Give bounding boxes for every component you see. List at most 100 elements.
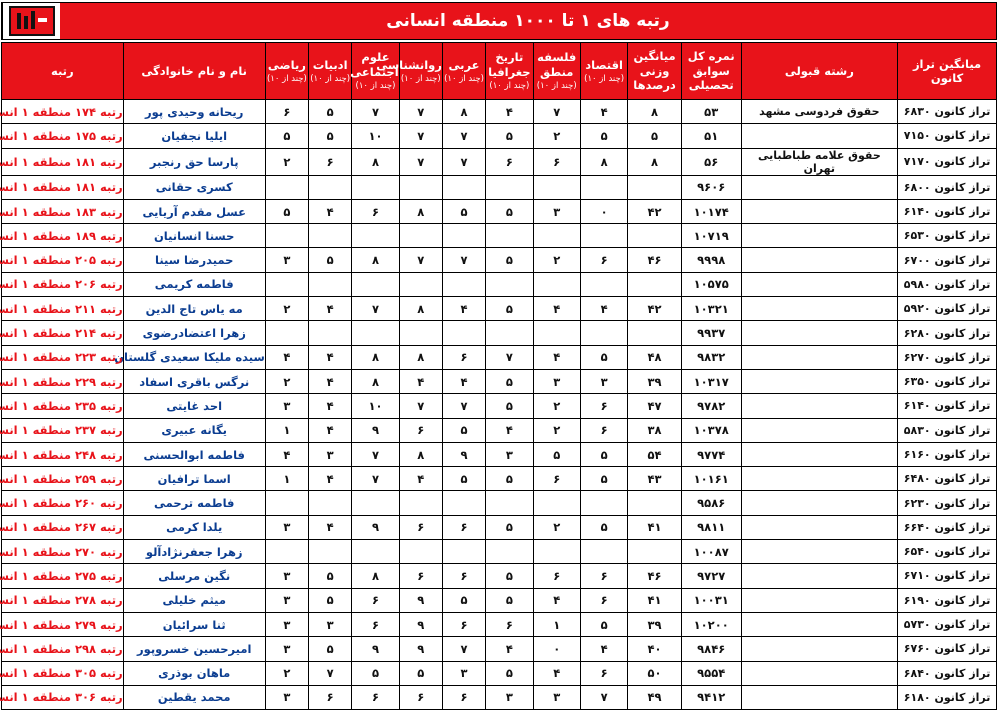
col-header-rank: رتبه	[2, 42, 125, 100]
cell-oloom-ejtemaei: ۹	[352, 514, 401, 541]
table-row: تراز کانون ۶۸۳۰ حقوق فردوسی مشهد ۵۳ ۸ ۴ ۷ ۴ ۸ ۷ ۷…	[0, 98, 998, 125]
cell-arabi	[442, 320, 488, 346]
cell-avg-weight: ۴۱	[628, 514, 683, 541]
cell-tarikh: ۵	[486, 247, 535, 273]
cell-taraz: تراز کانون ۶۵۴۰	[898, 539, 998, 565]
cell-rank: رتبه ۲۷۰ منطقه ۱ انسانی	[0, 539, 125, 565]
cell-arabi: ۴	[442, 368, 488, 395]
cell-eghtesad: ۷	[580, 684, 630, 710]
col-header-adabiat: ادبیات (چند از ۱۰)	[309, 42, 354, 100]
cell-taraz: تراز کانون ۶۱۴۰	[898, 198, 998, 225]
cell-ravanshenasi: ۴	[399, 466, 444, 492]
cell-taraz: تراز کانون ۶۱۴۰	[898, 393, 998, 419]
cell-falsafe: ۴	[533, 296, 582, 322]
cell-total: ۹۷۲۷	[681, 563, 743, 589]
cell-oloom-ejtemaei: ۷	[352, 98, 401, 125]
cell-name: پارسا حق رنجبر	[123, 147, 267, 176]
cell-rank: رتبه ۲۳۵ منطقه ۱ انسانی	[0, 393, 125, 419]
cell-tarikh: ۶	[486, 147, 535, 176]
cell-field	[741, 539, 900, 565]
cell-field	[741, 247, 900, 273]
cell-total: ۱۰۱۶۱	[681, 466, 743, 492]
cell-total: ۱۰۳۷۸	[681, 417, 743, 443]
cell-eghtesad: ۴	[580, 98, 630, 125]
table-row: تراز کانون ۶۷۱۰ ۹۷۲۷ ۴۶ ۶ ۶ ۵ ۶ ۶ ۸ ۵ ۳ نگین مرسلی ر…	[0, 563, 998, 589]
results-table: میانگین تراز کانون رشته قبولی نمره کل سو…	[0, 42, 998, 710]
cell-name: حمیدرضا سینا	[123, 247, 267, 273]
cell-field	[741, 514, 900, 541]
cell-arabi: ۷	[442, 247, 488, 273]
cell-oloom-ejtemaei: ۶	[352, 611, 401, 638]
cell-eghtesad	[580, 271, 630, 298]
cell-adabiat: ۴	[309, 198, 354, 225]
cell-adabiat	[309, 174, 354, 200]
logo-cell	[3, 3, 61, 39]
cell-name: اسما ترافیان	[123, 466, 267, 492]
cell-riazi: ۵	[265, 123, 311, 149]
cell-taraz: تراز کانون ۵۷۳۰	[898, 611, 998, 638]
cell-field	[741, 441, 900, 468]
cell-oloom-ejtemaei: ۸	[352, 247, 401, 273]
table-row: تراز کانون ۶۲۸۰ ۹۹۳۷ زهرا اعتضادرضوی رتبه ۲…	[0, 320, 998, 346]
cell-name: کسری حقانی	[123, 174, 267, 200]
cell-oloom-ejtemaei: ۱۰	[352, 123, 401, 149]
col-header-total: نمره کل سوابق تحصیلی	[681, 42, 743, 100]
cell-field	[741, 320, 900, 346]
cell-rank: رتبه ۱۷۵ منطقه ۱ انسانی	[0, 123, 125, 149]
cell-taraz: تراز کانون ۶۲۸۰	[898, 320, 998, 346]
cell-rank: رتبه ۱۷۴ منطقه ۱ انسانی	[0, 98, 125, 125]
cell-name: فاطمه ترحمی	[123, 490, 267, 516]
cell-field	[741, 611, 900, 638]
cell-eghtesad: ۵	[580, 344, 630, 370]
cell-ravanshenasi: ۸	[399, 296, 444, 322]
cell-falsafe	[533, 320, 582, 346]
cell-riazi	[265, 490, 311, 516]
cell-falsafe: ۲	[533, 393, 582, 419]
cell-avg-weight: ۴۷	[628, 393, 683, 419]
cell-tarikh: ۵	[486, 198, 535, 225]
cell-rank: رتبه ۱۸۱ منطقه ۱ انسانی	[0, 147, 125, 176]
cell-avg-weight: ۴۹	[628, 684, 683, 710]
cell-falsafe	[533, 223, 582, 249]
cell-oloom-ejtemaei: ۸	[352, 563, 401, 589]
cell-arabi	[442, 174, 488, 200]
cell-field	[741, 417, 900, 443]
cell-ravanshenasi	[399, 490, 444, 516]
table-header-row: میانگین تراز کانون رشته قبولی نمره کل سو…	[2, 42, 998, 100]
cell-name: فاطمه کریمی	[123, 271, 267, 298]
col-header-arabi: عربی (چند از ۱۰)	[442, 42, 488, 100]
cell-field: حقوق علامه طباطبایی تهران	[741, 147, 900, 176]
cell-adabiat: ۴	[309, 368, 354, 395]
cell-avg-weight: ۴۶	[628, 247, 683, 273]
cell-ravanshenasi: ۷	[399, 393, 444, 419]
table-row: تراز کانون ۶۱۶۰ ۹۷۷۴ ۵۴ ۵ ۵ ۳ ۹ ۸ ۷ ۳ ۴ فاطمه ابوال…	[0, 441, 998, 468]
cell-rank: رتبه ۲۷۵ منطقه ۱ انسانی	[0, 563, 125, 589]
cell-ravanshenasi: ۹	[399, 611, 444, 638]
cell-eghtesad	[580, 539, 630, 565]
cell-field	[741, 684, 900, 710]
cell-rank: رتبه ۲۷۹ منطقه ۱ انسانی	[0, 611, 125, 638]
cell-total: ۵۶	[681, 147, 743, 176]
cell-riazi: ۲	[265, 660, 311, 686]
cell-avg-weight: ۳۹	[628, 368, 683, 395]
col-header-tarikh: تاریخ جغرافیا (چند از ۱۰)	[486, 42, 535, 100]
cell-total: ۹۶۰۶	[681, 174, 743, 200]
cell-tarikh	[486, 539, 535, 565]
cell-riazi: ۲	[265, 147, 311, 176]
cell-rank: رتبه ۲۹۸ منطقه ۱ انسانی	[0, 636, 125, 662]
cell-taraz: تراز کانون ۶۴۸۰	[898, 466, 998, 492]
col-header-field: رشته قبولی	[741, 42, 900, 100]
cell-ravanshenasi: ۶	[399, 563, 444, 589]
cell-total: ۱۰۰۸۷	[681, 539, 743, 565]
cell-field	[741, 563, 900, 589]
cell-ravanshenasi: ۶	[399, 417, 444, 443]
cell-arabi: ۷	[442, 123, 488, 149]
table-row: تراز کانون ۶۵۳۰ ۱۰۷۱۹ حسنا انسانیان رتبه ۱۸…	[0, 223, 998, 249]
cell-falsafe: ۲	[533, 514, 582, 541]
cell-taraz: تراز کانون ۶۱۹۰	[898, 587, 998, 613]
cell-taraz: تراز کانون ۶۲۳۰	[898, 490, 998, 516]
cell-adabiat: ۴	[309, 344, 354, 370]
cell-taraz: تراز کانون ۶۵۳۰	[898, 223, 998, 249]
cell-name: زهرا اعتضادرضوی	[123, 320, 267, 346]
